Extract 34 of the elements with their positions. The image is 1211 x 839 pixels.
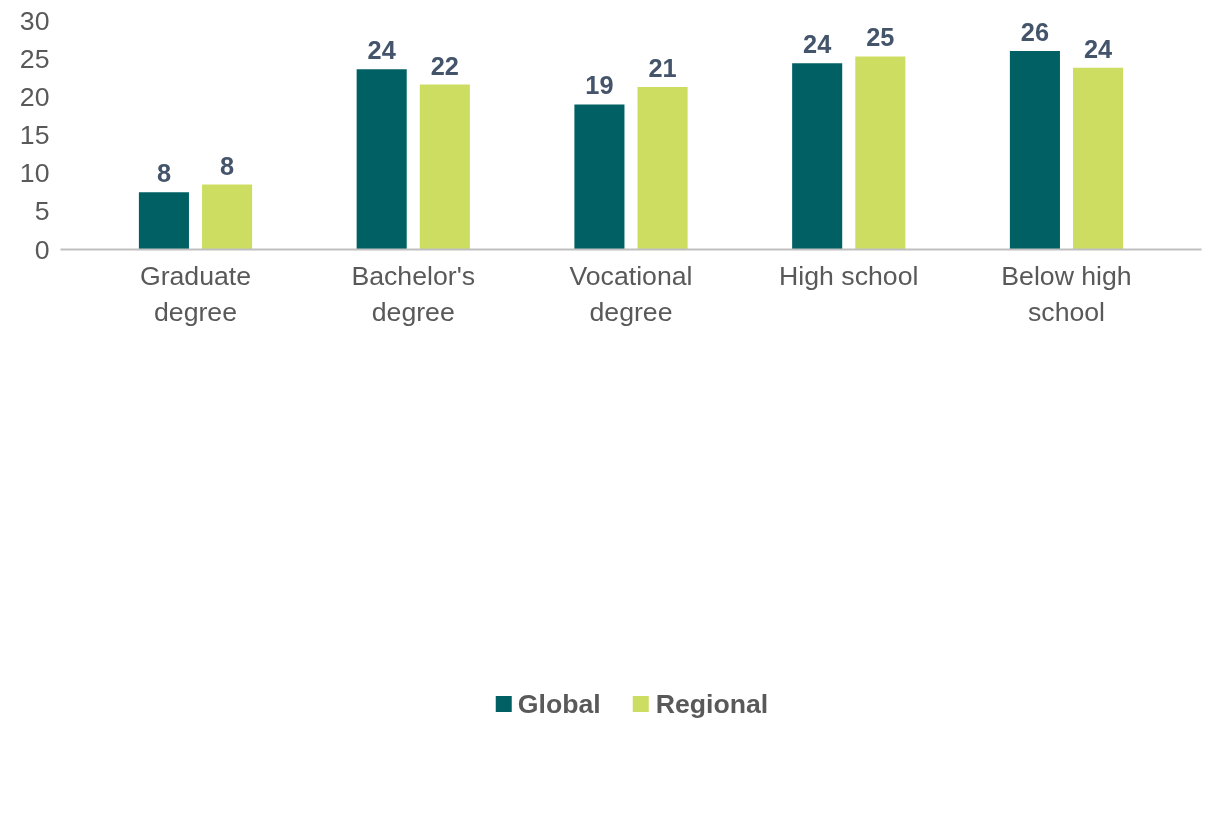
legend-label: Global bbox=[517, 688, 601, 720]
x-tick-label: Vocational degree bbox=[569, 260, 693, 327]
bar bbox=[574, 104, 625, 250]
y-tick-label: 20 bbox=[19, 81, 50, 112]
y-tick-label: 0 bbox=[34, 234, 50, 265]
data-label: 25 bbox=[866, 23, 895, 52]
bar bbox=[138, 192, 189, 250]
bar bbox=[356, 69, 407, 250]
data-label: 8 bbox=[220, 151, 235, 180]
y-tick-label: 25 bbox=[19, 43, 50, 74]
bar bbox=[419, 84, 470, 250]
y-tick-label: 30 bbox=[19, 5, 50, 36]
bar bbox=[792, 63, 843, 250]
x-tick-label: Below high school bbox=[1001, 260, 1132, 327]
legend-label: Regional bbox=[655, 688, 769, 720]
y-tick-label: 5 bbox=[34, 196, 50, 227]
bar bbox=[637, 86, 688, 250]
bar bbox=[1073, 67, 1124, 250]
data-label: 26 bbox=[1020, 18, 1050, 47]
data-label: 24 bbox=[367, 36, 396, 65]
x-tick-label: Graduate degree bbox=[139, 260, 252, 327]
data-label: 21 bbox=[648, 53, 677, 82]
data-label: 19 bbox=[585, 71, 614, 100]
y-tick-label: 15 bbox=[19, 120, 50, 150]
data-label: 24 bbox=[803, 30, 832, 59]
bar bbox=[855, 56, 906, 250]
data-label: 8 bbox=[156, 159, 171, 188]
x-tick-label: High school bbox=[779, 260, 919, 291]
data-label: 24 bbox=[1083, 34, 1113, 63]
x-tick-label: Bachelor's degree bbox=[351, 260, 476, 327]
bar bbox=[202, 184, 253, 250]
bar bbox=[1009, 51, 1060, 250]
data-label: 22 bbox=[430, 51, 459, 80]
y-tick-label: 10 bbox=[19, 158, 50, 189]
